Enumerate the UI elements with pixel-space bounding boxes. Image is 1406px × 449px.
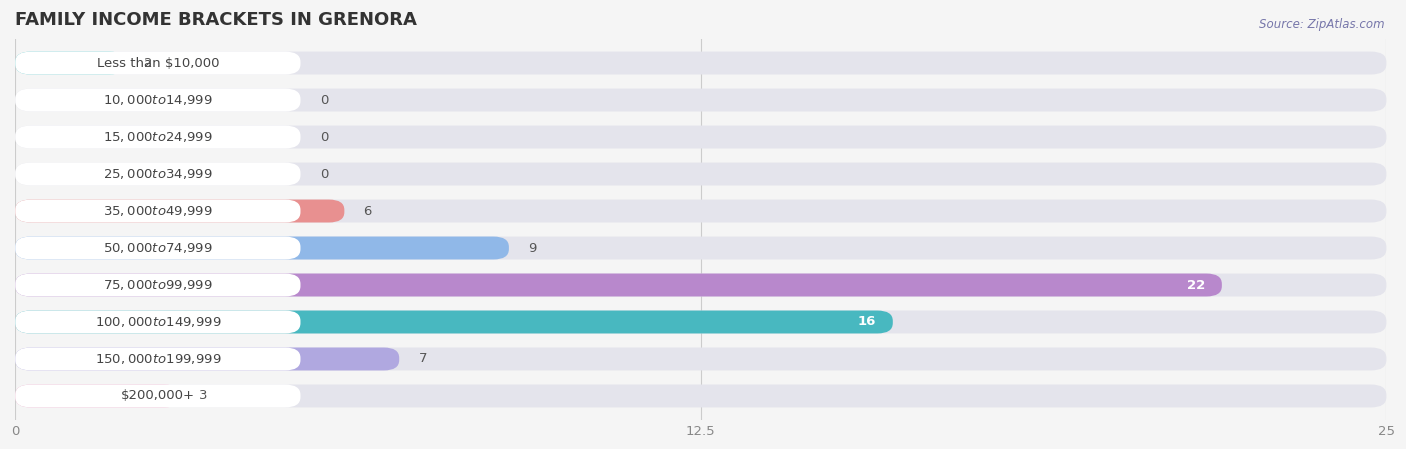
FancyBboxPatch shape	[15, 348, 1386, 370]
FancyBboxPatch shape	[15, 237, 301, 260]
Text: 9: 9	[529, 242, 537, 255]
Text: 22: 22	[1187, 278, 1205, 291]
Text: 6: 6	[364, 204, 373, 217]
Text: $200,000+: $200,000+	[121, 389, 195, 402]
FancyBboxPatch shape	[15, 311, 893, 334]
FancyBboxPatch shape	[15, 384, 301, 407]
FancyBboxPatch shape	[15, 88, 1386, 111]
Text: $50,000 to $74,999: $50,000 to $74,999	[103, 241, 212, 255]
Text: 0: 0	[319, 167, 328, 180]
FancyBboxPatch shape	[15, 237, 1386, 260]
FancyBboxPatch shape	[15, 126, 301, 149]
Text: 7: 7	[419, 352, 427, 365]
FancyBboxPatch shape	[15, 311, 301, 334]
Text: FAMILY INCOME BRACKETS IN GRENORA: FAMILY INCOME BRACKETS IN GRENORA	[15, 11, 418, 29]
Text: $75,000 to $99,999: $75,000 to $99,999	[103, 278, 212, 292]
FancyBboxPatch shape	[15, 199, 1386, 223]
FancyBboxPatch shape	[15, 52, 125, 75]
FancyBboxPatch shape	[15, 199, 301, 223]
FancyBboxPatch shape	[15, 273, 1222, 296]
Text: $35,000 to $49,999: $35,000 to $49,999	[103, 204, 212, 218]
FancyBboxPatch shape	[15, 348, 399, 370]
FancyBboxPatch shape	[15, 348, 301, 370]
FancyBboxPatch shape	[15, 88, 301, 111]
Text: 16: 16	[858, 316, 876, 329]
Text: 2: 2	[145, 57, 153, 70]
FancyBboxPatch shape	[15, 126, 1386, 149]
FancyBboxPatch shape	[15, 52, 301, 75]
FancyBboxPatch shape	[15, 311, 1386, 334]
FancyBboxPatch shape	[15, 199, 344, 223]
FancyBboxPatch shape	[15, 273, 1386, 296]
FancyBboxPatch shape	[15, 273, 301, 296]
Text: Less than $10,000: Less than $10,000	[97, 57, 219, 70]
Text: $150,000 to $199,999: $150,000 to $199,999	[94, 352, 221, 366]
Text: $25,000 to $34,999: $25,000 to $34,999	[103, 167, 212, 181]
FancyBboxPatch shape	[15, 384, 1386, 407]
FancyBboxPatch shape	[15, 237, 509, 260]
FancyBboxPatch shape	[15, 384, 180, 407]
Text: $15,000 to $24,999: $15,000 to $24,999	[103, 130, 212, 144]
FancyBboxPatch shape	[15, 163, 1386, 185]
Text: Source: ZipAtlas.com: Source: ZipAtlas.com	[1260, 18, 1385, 31]
Text: 0: 0	[319, 131, 328, 144]
FancyBboxPatch shape	[15, 163, 301, 185]
FancyBboxPatch shape	[15, 52, 1386, 75]
Text: 3: 3	[200, 389, 208, 402]
Text: $100,000 to $149,999: $100,000 to $149,999	[94, 315, 221, 329]
Text: 0: 0	[319, 93, 328, 106]
Text: $10,000 to $14,999: $10,000 to $14,999	[103, 93, 212, 107]
